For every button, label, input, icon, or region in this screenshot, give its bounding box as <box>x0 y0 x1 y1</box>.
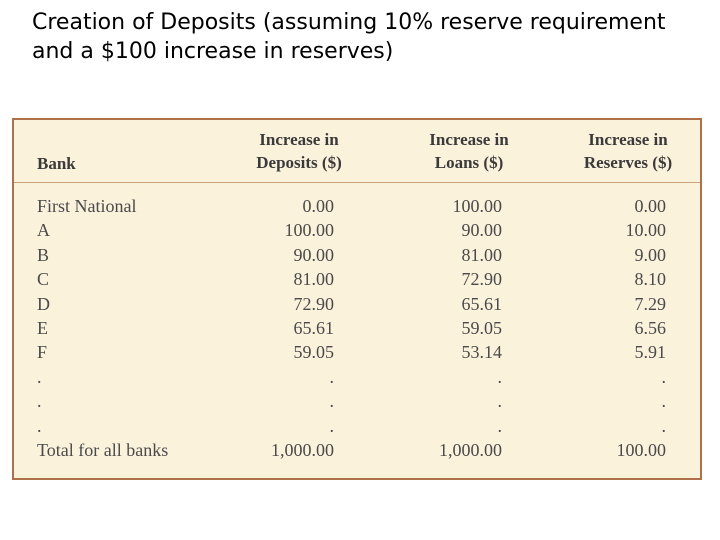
cell-loans: . <box>497 415 503 436</box>
cell-bank: First National <box>37 196 137 216</box>
cell-bank: . <box>37 415 42 436</box>
header-loans-line1: Increase in <box>429 130 509 149</box>
cell-loans: 1,000.00 <box>439 439 502 460</box>
table-row: . . . . <box>14 414 700 438</box>
cell-loans: 53.14 <box>461 342 503 363</box>
header-deposits: Increase in Deposits ($) <box>214 128 384 174</box>
cell-loans: 65.61 <box>461 293 503 314</box>
cell-loans: 59.05 <box>461 317 503 338</box>
cell-deposits: 1,000.00 <box>271 439 334 460</box>
table-row: A 100.00 90.00 10.00 <box>14 218 700 242</box>
table-row: E 65.61 59.05 6.56 <box>14 316 700 340</box>
cell-reserves: 6.56 <box>634 317 667 338</box>
table-row: F 59.05 53.14 5.91 <box>14 340 700 364</box>
cell-reserves: . <box>661 415 667 436</box>
cell-deposits: 59.05 <box>293 342 335 363</box>
table-row: B 90.00 81.00 9.00 <box>14 243 700 267</box>
cell-deposits: . <box>329 391 335 412</box>
cell-bank: . <box>37 391 42 412</box>
table-row-total: Total for all banks 1,000.00 1,000.00 10… <box>14 438 700 462</box>
cell-bank: D <box>37 293 50 314</box>
cell-bank: Total for all banks <box>37 439 169 460</box>
header-deposits-line2: Deposits ($) <box>256 153 342 172</box>
header-bank: Bank <box>37 154 76 173</box>
header-reserves-line2: Reserves ($) <box>583 153 673 172</box>
cell-deposits: 90.00 <box>293 244 335 265</box>
cell-reserves: 8.10 <box>634 269 667 290</box>
cell-bank: F <box>37 342 48 363</box>
cell-reserves: 9.00 <box>634 244 667 265</box>
cell-loans: 90.00 <box>461 220 503 241</box>
cell-reserves: 5.91 <box>634 342 667 363</box>
cell-loans: . <box>497 391 503 412</box>
header-reserves-line1: Increase in <box>588 130 668 149</box>
header-loans: Increase in Loans ($) <box>384 128 554 174</box>
cell-loans: 72.90 <box>461 269 503 290</box>
table-row: C 81.00 72.90 8.10 <box>14 267 700 291</box>
table-row: D 72.90 65.61 7.29 <box>14 292 700 316</box>
table-row: First National 0.00 100.00 0.00 <box>14 194 700 218</box>
cell-reserves: 7.29 <box>634 293 667 314</box>
cell-bank: B <box>37 244 50 265</box>
slide-title: Creation of Deposits (assuming 10% reser… <box>32 10 666 64</box>
table-body: First National 0.00 100.00 0.00 A 100.00… <box>14 194 700 462</box>
cell-loans: 81.00 <box>461 244 503 265</box>
cell-reserves: 100.00 <box>616 439 667 460</box>
table-row: . . . . <box>14 389 700 413</box>
cell-bank: C <box>37 269 50 290</box>
cell-loans: 100.00 <box>452 196 503 216</box>
header-divider <box>14 182 700 183</box>
cell-bank: E <box>37 317 48 338</box>
cell-reserves: 0.00 <box>634 196 667 216</box>
cell-deposits: 81.00 <box>293 269 335 290</box>
header-deposits-line1: Increase in <box>259 130 339 149</box>
cell-bank: A <box>37 220 50 241</box>
header-reserves: Increase in Reserves ($) <box>554 128 702 174</box>
cell-deposits: 72.90 <box>293 293 335 314</box>
cell-deposits: . <box>329 415 335 436</box>
cell-deposits: . <box>329 366 335 387</box>
cell-bank: . <box>37 366 42 387</box>
cell-deposits: 65.61 <box>293 317 335 338</box>
table-row: . . . . <box>14 365 700 389</box>
cell-deposits: 100.00 <box>284 220 335 241</box>
cell-reserves: . <box>661 366 667 387</box>
cell-reserves: . <box>661 391 667 412</box>
deposits-table: Bank Increase in Deposits ($) Increase i… <box>12 118 702 480</box>
cell-loans: . <box>497 366 503 387</box>
header-loans-line2: Loans ($) <box>434 153 504 172</box>
cell-reserves: 10.00 <box>625 220 667 241</box>
cell-deposits: 0.00 <box>302 196 335 216</box>
